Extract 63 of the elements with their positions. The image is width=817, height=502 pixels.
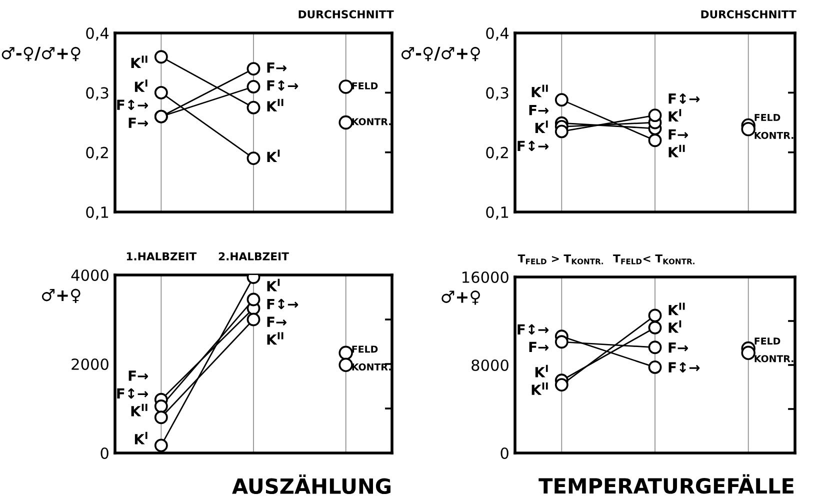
- y-tick-label: 0,1: [486, 206, 508, 220]
- text: F↕→: [668, 93, 700, 104]
- text: K$^{II}$: [267, 332, 284, 345]
- y-tick-label: 2000: [72, 358, 108, 370]
- y-tick-label: 0: [100, 447, 108, 460]
- text: F↕→: [117, 100, 148, 110]
- y-axis-title: ♂+♀: [442, 290, 480, 305]
- series-label: FELD: [352, 346, 378, 353]
- text: K$^{I}$: [535, 364, 548, 378]
- y-tick-label: 0,3: [486, 87, 508, 100]
- y-tick-label: 0,2: [86, 146, 108, 160]
- series-label: K$^{I}$: [267, 278, 280, 292]
- series-label: K$^{I}$: [134, 80, 148, 92]
- text: K$^{I}$: [134, 432, 148, 444]
- series-label: FELD: [754, 338, 780, 345]
- x-tick-label: 2.HALBZEIT: [218, 252, 289, 260]
- x-tick-label: DURCHSCHNITT: [701, 10, 796, 18]
- series-label: KONTR.: [754, 132, 794, 139]
- series-label: F↕→: [518, 140, 548, 151]
- series-label: KONTR.: [754, 355, 794, 362]
- y-tick-label: 0: [500, 447, 508, 460]
- series-label: F→: [529, 342, 548, 352]
- series-label: K$^{II}$: [131, 404, 148, 416]
- y-tick-label: 0,4: [486, 27, 509, 41]
- y-tick-label: 0,3: [86, 87, 108, 100]
- series-label: K$^{I}$: [668, 109, 682, 122]
- series-label: F↕→: [518, 324, 548, 335]
- series-label: F↕→: [267, 80, 298, 91]
- text: K$^{II}$: [668, 144, 685, 158]
- text: F↕→: [117, 388, 148, 399]
- x-tick-label: T$_{FELD}$< T$_{KONTR.}$: [613, 254, 694, 264]
- y-tick-label: 4000: [71, 269, 108, 282]
- text: K$^{I}$: [535, 120, 548, 133]
- y-tick-label: 0,1: [86, 206, 108, 220]
- y-tick-label: 16000: [462, 271, 508, 284]
- text: F→: [529, 105, 548, 116]
- y-axis-title: ♂-♀/♂+♀: [401, 46, 480, 62]
- series-label: K$^{II}$: [668, 302, 685, 316]
- y-tick-label: 0,4: [86, 27, 109, 41]
- y-tick-label: 0,2: [486, 146, 508, 160]
- y-axis-title: ♂+♀: [42, 288, 80, 304]
- series-label: K$^{II}$: [532, 84, 548, 98]
- series-label: F→: [128, 118, 148, 128]
- series-label: F→: [668, 129, 688, 140]
- text: TEMPERATURGEFÄLLE: [538, 474, 794, 494]
- series-label: K$^{I}$: [668, 320, 682, 333]
- x-tick-label: 1.HALBZEIT: [126, 252, 197, 260]
- text: AUSZÄHLUNG: [232, 474, 390, 494]
- text: K$^{II}$: [267, 98, 284, 112]
- series-label: FELD: [754, 114, 780, 121]
- series-label: F↕→: [267, 298, 298, 310]
- y-tick-label: 8000: [472, 359, 508, 372]
- y-axis-title: ♂-♀/♂+♀: [2, 46, 80, 62]
- text: F↕→: [668, 362, 700, 372]
- text: K$^{I}$: [267, 150, 280, 162]
- text: F→: [267, 62, 286, 73]
- x-tick-label: T$_{FELD}$ > T$_{KONTR.}$: [518, 254, 603, 264]
- series-label: K$^{II}$: [131, 56, 148, 68]
- x-tick-label: DURCHSCHNITT: [298, 10, 394, 18]
- text: F→: [668, 342, 688, 353]
- series-label: F→: [267, 316, 286, 327]
- text: F→: [128, 370, 148, 381]
- text: K$^{II}$: [532, 382, 548, 395]
